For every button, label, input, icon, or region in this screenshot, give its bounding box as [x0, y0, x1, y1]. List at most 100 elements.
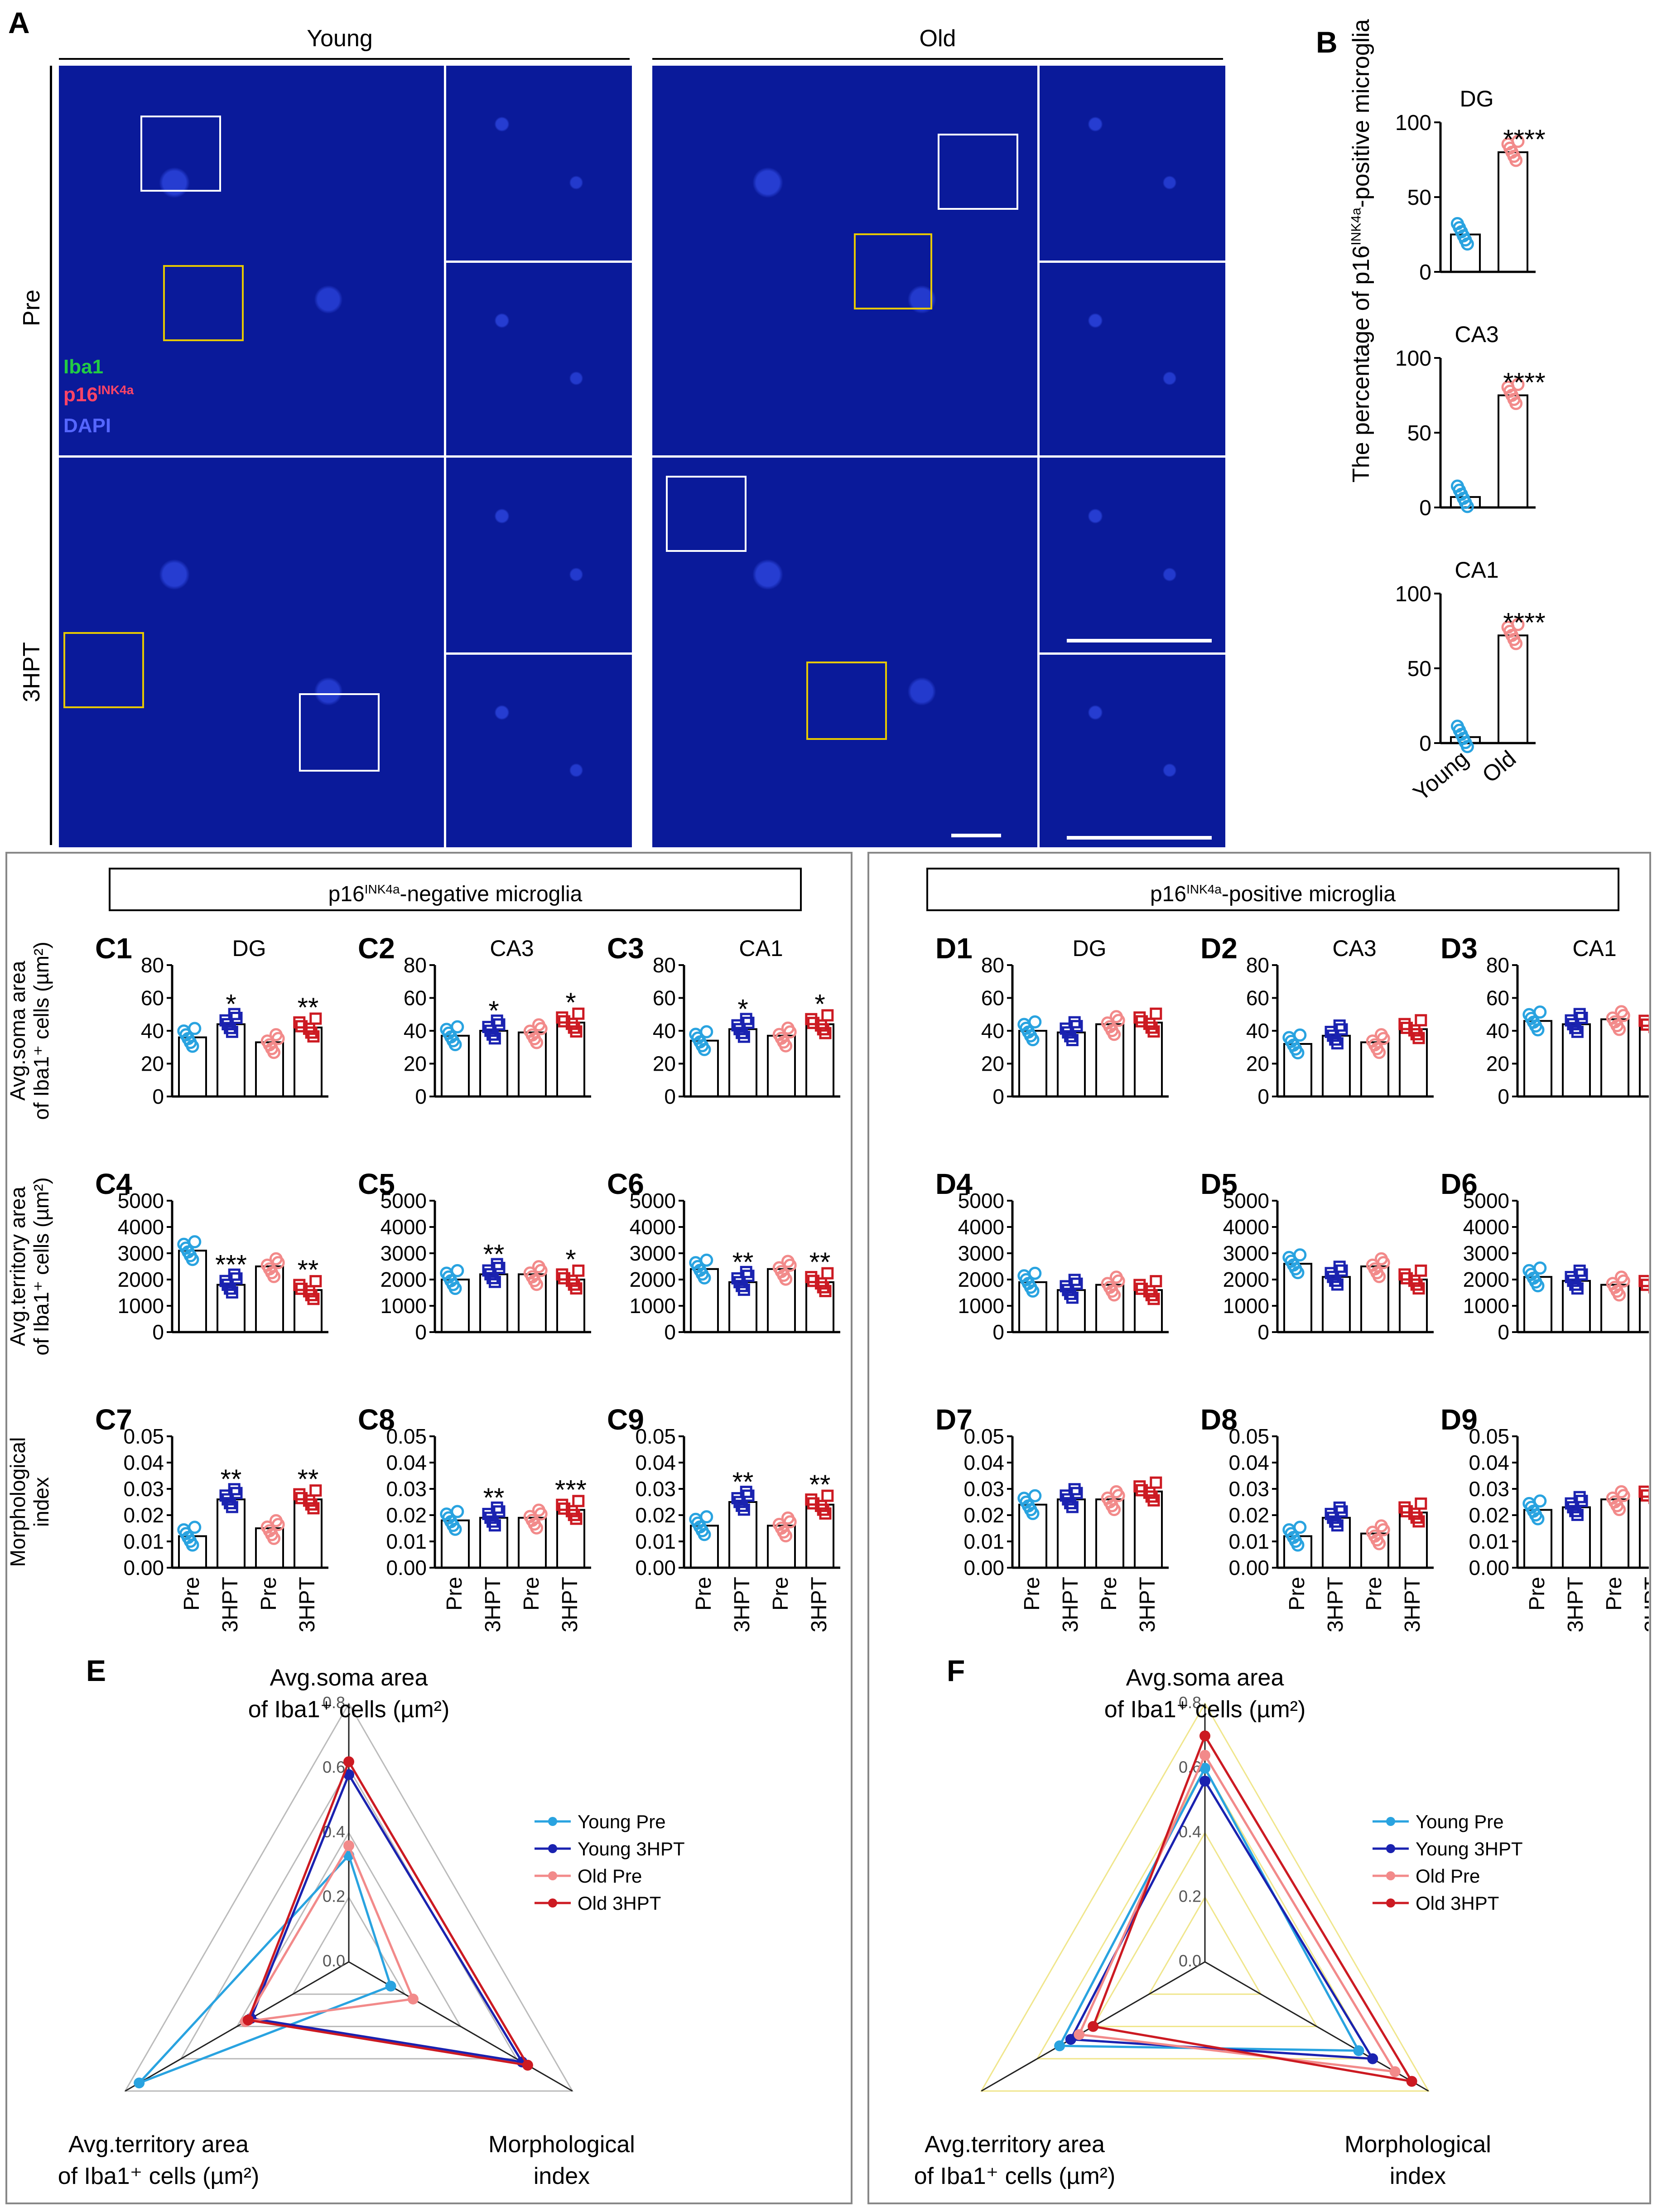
legend-iba1: Iba1 [63, 356, 104, 378]
legend-label: Young 3HPT [578, 1838, 685, 1859]
data-point [534, 1507, 548, 1521]
micrograph-young-pre-inset2 [444, 261, 634, 458]
radar-axis-label: Avg.territory area [925, 2131, 1105, 2158]
x-tick-label: 3HPT [1401, 1577, 1425, 1632]
data-point [558, 1502, 571, 1515]
x-tick-label: Pre [1097, 1577, 1121, 1611]
y-tick-label: 100 [1395, 347, 1431, 371]
y-tick-label: 0.03 [1228, 1477, 1269, 1501]
y-tick-label: 20 [141, 1052, 164, 1076]
radar-point [1088, 2021, 1099, 2032]
y-tick-label: 80 [141, 953, 164, 977]
chart-panel-label: D6 [1440, 1168, 1478, 1200]
data-point [534, 1264, 548, 1277]
significance-label: ** [298, 1464, 319, 1494]
y-tick-label: 0 [415, 1085, 427, 1108]
bar [518, 1517, 547, 1569]
data-point [556, 1011, 568, 1024]
data-point [1066, 1034, 1079, 1046]
significance-label: ** [298, 992, 319, 1023]
data-point [186, 1039, 199, 1053]
data-point [1571, 1282, 1584, 1295]
data-point [1335, 1264, 1348, 1277]
data-point [305, 1498, 318, 1511]
bar [1095, 1023, 1124, 1097]
data-point [1145, 1021, 1158, 1034]
roi-box-yellow [806, 662, 887, 740]
data-point [556, 1498, 568, 1511]
y-tick-label: 0.00 [635, 1556, 676, 1579]
radar-axis-label: of Iba1⁺ cells (µm²) [914, 2163, 1116, 2189]
y-tick-label: 2000 [958, 1268, 1004, 1291]
significance-label: *** [555, 1474, 587, 1505]
data-point [487, 1028, 499, 1041]
data-point [1335, 1023, 1348, 1036]
x-tick-label: Pre [443, 1577, 467, 1611]
data-point [267, 1531, 281, 1545]
radar-point [1199, 1730, 1210, 1742]
chart-panel-label: D8 [1200, 1403, 1238, 1436]
y-tick-label: 0 [1257, 1320, 1269, 1344]
micrograph-young-3hpt-inset1 [444, 455, 634, 655]
y-tick-label: 0.05 [963, 1425, 1004, 1448]
data-point [293, 1488, 306, 1501]
data-point [1333, 1019, 1346, 1032]
y-tick-label: 0.05 [386, 1425, 427, 1448]
legend-label: Young Pre [1416, 1811, 1504, 1832]
data-point [1641, 1489, 1649, 1502]
x-tick-label: Pre [520, 1577, 544, 1611]
data-point [226, 1025, 238, 1038]
y-tick-label: 50 [1407, 657, 1431, 681]
data-point [1112, 1014, 1125, 1027]
significance-label: ** [809, 1469, 831, 1500]
y-tick-label: 5000 [630, 1189, 676, 1212]
data-point [1064, 1030, 1077, 1043]
row-bracket [50, 66, 52, 845]
bar [1523, 1509, 1552, 1569]
data-point [1145, 1289, 1158, 1301]
data-point [740, 1486, 752, 1498]
data-point [740, 1265, 752, 1278]
bar [255, 1041, 284, 1097]
bar [1600, 1498, 1629, 1569]
y-axis-label: of Iba1⁺ cells (µm²) [29, 942, 53, 1120]
y-tick-label: 100 [1395, 111, 1431, 135]
significance-label: * [226, 989, 236, 1019]
data-point [805, 1271, 818, 1284]
data-point [267, 1046, 281, 1059]
y-tick-label: 3000 [1223, 1241, 1269, 1265]
data-point [487, 1515, 499, 1528]
y-tick-label: 1000 [958, 1294, 1004, 1318]
data-point [1511, 135, 1525, 148]
x-tick-label: Pre [257, 1577, 281, 1611]
radar-tick-label: 0.0 [1179, 1951, 1201, 1970]
chart-title: CA1 [1455, 557, 1498, 583]
bar [1057, 1289, 1086, 1333]
radar-point [343, 1840, 354, 1851]
y-tick-label: 0.04 [635, 1451, 676, 1474]
y-tick-label: 0.03 [1469, 1477, 1509, 1501]
radar-gridline [236, 1831, 462, 2027]
radar-tick-label: 0.6 [323, 1758, 345, 1777]
data-point [742, 1270, 755, 1282]
data-point [1291, 1538, 1305, 1552]
bar [767, 1034, 796, 1097]
bar [1639, 1285, 1649, 1333]
data-point [1415, 1014, 1427, 1027]
x-tick-label: 3HPT [1564, 1577, 1588, 1632]
y-axis-label: index [29, 1477, 53, 1527]
y-tick-label: 0 [664, 1085, 676, 1108]
y-tick-label: 20 [404, 1052, 427, 1076]
radar-point [1199, 1750, 1210, 1761]
data-point [1136, 1015, 1148, 1028]
bar [1639, 1025, 1649, 1097]
significance-label: ** [483, 1239, 505, 1269]
radar-axis-label: index [534, 2163, 590, 2189]
bar [1322, 1517, 1351, 1569]
radar-point [134, 2077, 145, 2089]
bar [255, 1527, 284, 1569]
data-point [448, 1522, 462, 1536]
significance-label: ** [732, 1467, 754, 1497]
bar [1283, 1043, 1312, 1097]
data-point [530, 1036, 544, 1049]
